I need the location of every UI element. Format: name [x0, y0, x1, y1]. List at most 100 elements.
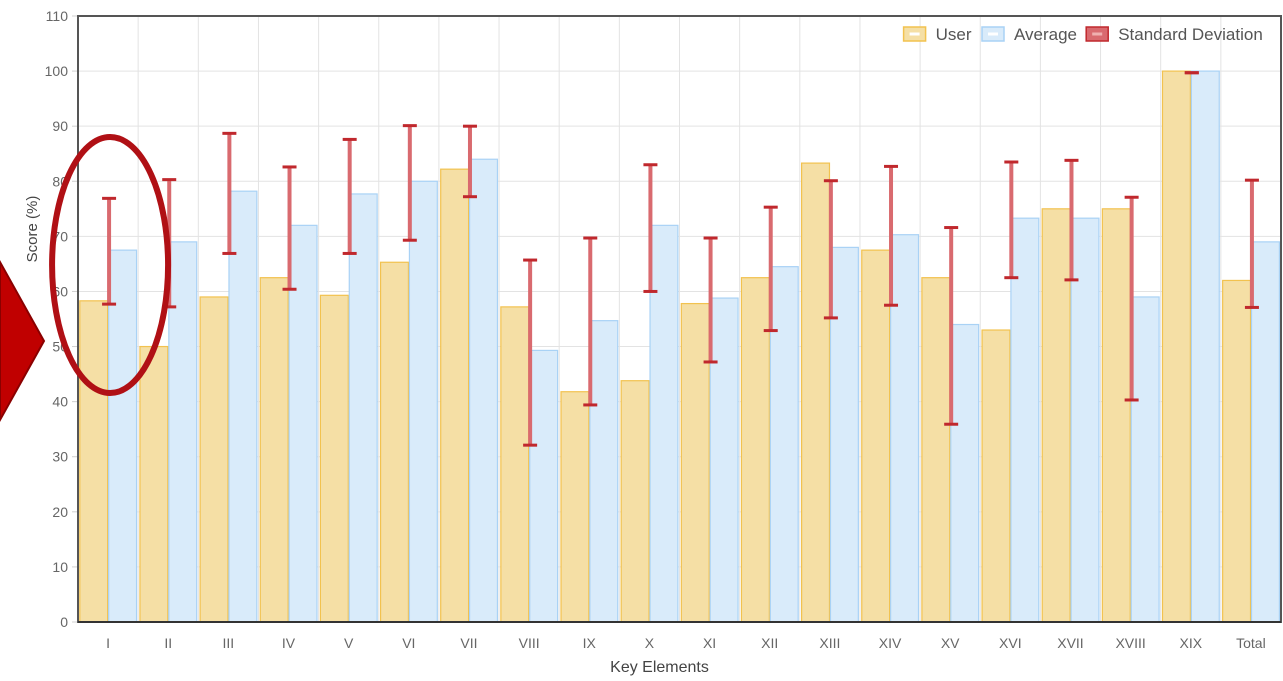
bar-user-xvii	[1041, 208, 1071, 623]
x-tick-label: VI	[402, 635, 415, 651]
error-bar-ix	[583, 236, 598, 407]
bar-user-xiii	[801, 162, 831, 623]
bar-average-x	[649, 224, 679, 623]
y-tick-label: 40	[52, 394, 68, 410]
x-tick-label: II	[164, 635, 172, 651]
bar-average-vi	[408, 180, 438, 623]
x-tick-label: Total	[1236, 635, 1266, 651]
bar-user-xv	[921, 277, 951, 623]
bar-average-xiv	[890, 234, 920, 623]
error-bar-vii	[462, 124, 477, 199]
x-tick-label: XVII	[1057, 635, 1083, 651]
bar-user-i	[79, 300, 109, 623]
error-bar-xiv	[884, 164, 899, 307]
bar-average-v	[348, 193, 378, 623]
bar-user-iv	[259, 277, 289, 623]
x-tick-label: VIII	[519, 635, 540, 651]
x-tick-label: VII	[460, 635, 477, 651]
x-tick-label: XIX	[1179, 635, 1202, 651]
error-bar-xi	[703, 236, 718, 364]
legend: User Average Standard Deviation	[902, 25, 1263, 44]
legend-label: User	[936, 25, 972, 44]
error-bar-iv	[282, 165, 297, 291]
x-tick-label: IV	[282, 635, 296, 651]
bar-user-vi	[379, 261, 410, 623]
x-tick-label: X	[645, 635, 655, 651]
x-tick-label: XI	[703, 635, 716, 651]
bar-user-xi	[680, 302, 710, 623]
error-bar-viii	[523, 258, 538, 447]
bar-user-xix	[1161, 70, 1191, 623]
grid-lines	[77, 15, 1282, 623]
y-tick-label: 30	[52, 449, 68, 465]
x-tick-label: XIV	[879, 635, 902, 651]
bar-average-xviii	[1130, 296, 1160, 623]
bar-average-xii	[769, 266, 799, 623]
bar-average-xi	[709, 297, 739, 623]
bars	[79, 70, 1280, 623]
x-tick-label: XIII	[819, 635, 840, 651]
bar-user-viii	[500, 306, 530, 623]
highlight-circle	[49, 134, 172, 396]
bar-user-v	[319, 294, 349, 623]
error-bar-x	[643, 163, 658, 293]
error-bar-v	[342, 137, 357, 255]
error-bar-xiii	[823, 179, 838, 320]
legend-label: Standard Deviation	[1118, 25, 1263, 44]
bar-user-xiv	[861, 249, 891, 623]
bar-user-xvi	[981, 329, 1011, 623]
bar-average-xiii	[829, 246, 859, 623]
bar-user-total	[1222, 279, 1252, 623]
x-tick-label: XVI	[999, 635, 1022, 651]
error-bar-xv	[944, 226, 959, 426]
bar-user-xviii	[1101, 208, 1131, 623]
legend-item-standard-deviation: Standard Deviation	[1085, 25, 1263, 44]
legend-label: Average	[1014, 25, 1077, 44]
error-bar-xvi	[1004, 160, 1019, 280]
bar-user-x	[620, 380, 650, 623]
x-tick-label: XV	[941, 635, 960, 651]
legend-item-average: Average	[981, 25, 1077, 44]
error-bar-xii	[763, 205, 778, 333]
bar-user-ii	[139, 345, 169, 623]
error-bar-vi	[402, 124, 417, 242]
bar-user-vii	[440, 168, 470, 623]
y-tick-label: 100	[45, 63, 69, 79]
annotations	[0, 134, 172, 423]
bar-average-total	[1250, 241, 1280, 623]
bar-average-iv	[288, 224, 318, 623]
bar-average-viii	[529, 349, 559, 623]
bar-user-iii	[199, 296, 229, 623]
bar-average-vii	[468, 158, 499, 623]
x-tick-label: IX	[583, 635, 597, 651]
pointer-arrow-icon	[0, 259, 46, 423]
error-bar-xviii	[1124, 195, 1139, 402]
bar-average-iii	[228, 190, 258, 623]
x-tick-label: XII	[761, 635, 778, 651]
x-tick-label: XVIII	[1115, 635, 1145, 651]
bar-average-ix	[589, 320, 619, 623]
y-tick-label: 110	[46, 8, 69, 24]
bar-average-i	[108, 249, 138, 623]
x-axis-title: Key Elements	[610, 659, 709, 676]
y-tick-label: 0	[60, 614, 68, 630]
y-tick-label: 20	[52, 504, 68, 520]
y-tick-label: 10	[52, 559, 68, 575]
error-bar-iii	[222, 131, 237, 255]
y-axis-title: Score (%)	[24, 196, 41, 263]
x-tick-label: I	[106, 635, 110, 651]
x-tick-label: III	[223, 635, 235, 651]
error-bar-total	[1244, 178, 1259, 309]
bar-average-xix	[1190, 70, 1220, 623]
bar-average-xvi	[1010, 217, 1040, 623]
error-bar-xvii	[1064, 158, 1079, 282]
x-tick-label: V	[344, 635, 354, 651]
bar-average-ii	[168, 241, 198, 623]
bar-user-ix	[560, 391, 590, 623]
legend-item-user: User	[902, 25, 972, 44]
bar-average-xv	[950, 323, 980, 623]
error-bar-i	[102, 196, 117, 306]
y-tick-label: 90	[52, 118, 68, 134]
